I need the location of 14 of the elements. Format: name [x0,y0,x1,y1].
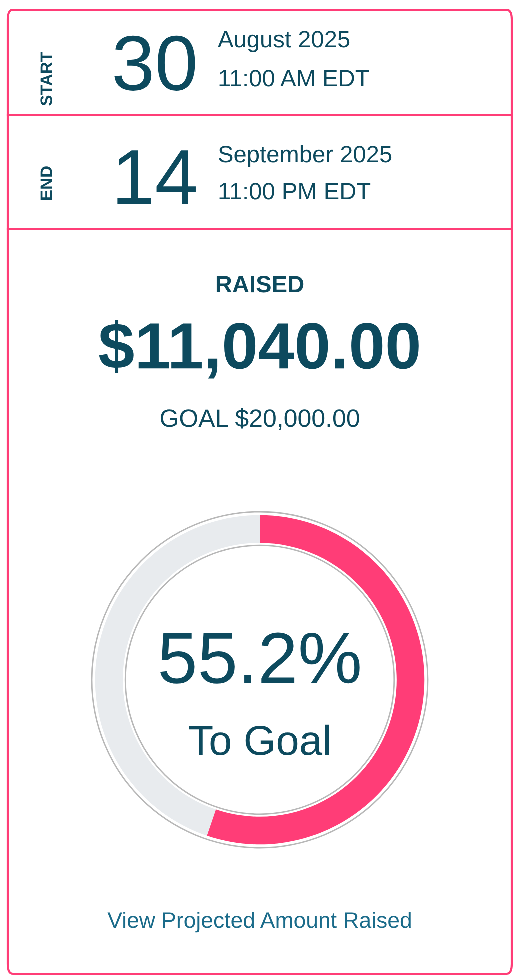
text: September 2025 [219,145,392,168]
text: 55.2% [160,632,360,684]
text: 11:00 AM EDT [220,70,370,87]
text: 14 [118,150,196,204]
text: $11,040.00 [99,320,419,379]
text: END [40,166,52,200]
text: GOAL $20,000.00 [160,408,360,430]
text: START [40,52,52,106]
text: RAISED [216,276,304,293]
text: 30 [114,36,196,91]
text: 11:00 PM EDT [220,183,371,200]
text: August 2025 [218,31,350,52]
text: View Projected Amount Raised [108,912,411,933]
text: To Goal [189,724,330,756]
